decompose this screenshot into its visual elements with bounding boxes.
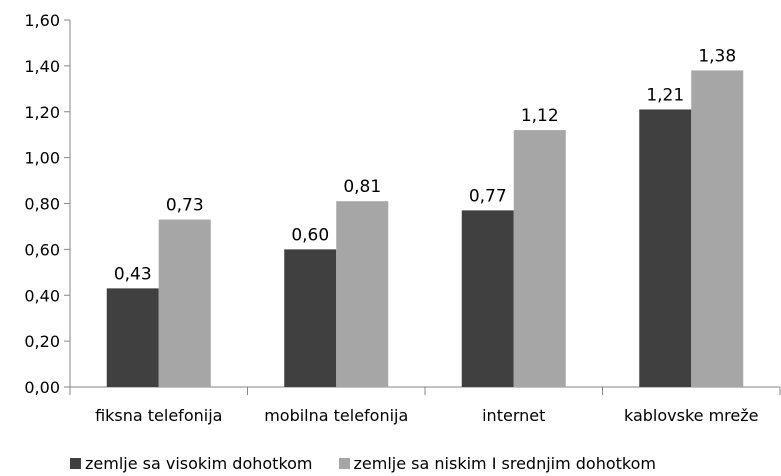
y-tick-label: 0,60: [24, 240, 60, 259]
bar: [513, 130, 566, 387]
y-tick-label: 1,60: [24, 11, 60, 30]
data-label: 0,60: [291, 225, 329, 245]
bar: [336, 201, 389, 387]
y-tick-label: 1,20: [24, 103, 60, 122]
legend-item-low-middle-income: zemlje sa niskim I srednjim dohotkom: [338, 454, 656, 473]
data-label: 1,12: [521, 106, 559, 126]
category-label: mobilna telefonija: [264, 406, 408, 425]
category-label: fiksna telefonija: [95, 406, 222, 425]
bar: [691, 70, 744, 388]
y-tick-label: 0,80: [24, 195, 60, 214]
bar: [158, 219, 211, 387]
y-tick-label: 0,20: [24, 332, 60, 351]
data-label: 1,38: [698, 46, 736, 66]
data-label: 1,21: [646, 85, 684, 105]
y-tick-label: 0,00: [24, 378, 60, 397]
legend-swatch-high-income: [70, 458, 81, 469]
data-label: 0,73: [166, 196, 204, 216]
bar-chart: 0,00 0,20 0,40 0,60 0,80 1,00 1,20 1,40 1,60 0,43…: [24, 11, 781, 425]
bar: [284, 249, 337, 387]
bar: [461, 210, 514, 387]
bar: [639, 109, 692, 388]
data-label: 0,77: [469, 186, 507, 206]
category-label: kablovske mreže: [624, 406, 759, 425]
y-tick-label: 1,00: [24, 149, 60, 168]
y-tick-label: 1,40: [24, 57, 60, 76]
data-label: 0,43: [114, 264, 152, 284]
legend-swatch-low-middle-income: [338, 458, 350, 469]
bar: [106, 288, 159, 387]
y-tick-label: 0,40: [24, 286, 60, 305]
category-label: internet: [482, 406, 545, 425]
legend: zemlje sa visokim dohotkom zemlje sa nis…: [70, 454, 656, 473]
legend-label-high-income: zemlje sa visokim dohotkom: [85, 454, 313, 473]
legend-item-high-income: zemlje sa visokim dohotkom: [70, 454, 313, 473]
data-label: 0,81: [343, 177, 381, 197]
legend-label-low-middle-income: zemlje sa niskim I srednjim dohotkom: [353, 454, 656, 473]
